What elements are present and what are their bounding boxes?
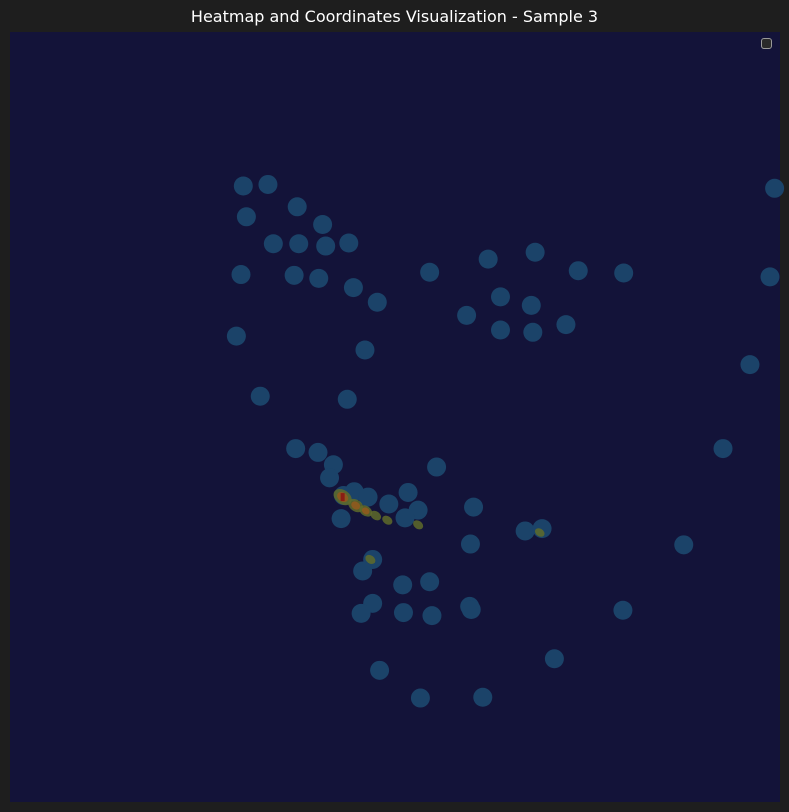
heat-blob xyxy=(355,340,375,360)
heat-blob xyxy=(320,468,340,488)
chart-title: Heatmap and Coordinates Visualization - … xyxy=(190,7,599,26)
heat-blob xyxy=(521,295,541,315)
heat-blob xyxy=(765,178,785,198)
heat-blob xyxy=(398,482,418,502)
heat-blob xyxy=(309,268,329,288)
heat-blob xyxy=(231,265,251,285)
heat-blob xyxy=(457,305,477,325)
heat-blob xyxy=(614,263,634,283)
heat-blob xyxy=(353,561,373,581)
heat-blob xyxy=(308,442,328,462)
heatmap-background xyxy=(10,32,780,802)
heat-blob xyxy=(674,535,694,555)
heat-blob xyxy=(250,386,270,406)
heat-blob xyxy=(284,265,304,285)
heat-blob xyxy=(544,649,564,669)
heat-blob xyxy=(740,355,760,375)
heat-blob xyxy=(358,487,378,507)
heat-hotspot-core xyxy=(361,507,370,515)
heat-blob xyxy=(258,174,278,194)
heat-blob xyxy=(379,494,399,514)
hotspot-layer xyxy=(333,488,545,564)
heat-blob xyxy=(287,197,307,217)
heat-blob xyxy=(427,457,447,477)
heat-blob xyxy=(370,660,390,680)
legend xyxy=(761,38,772,49)
heat-hotspot-peak xyxy=(340,493,345,502)
heat-blob xyxy=(568,261,588,281)
heat-blob xyxy=(478,249,498,269)
heat-blob xyxy=(473,687,493,707)
heat-blob xyxy=(236,207,256,227)
heat-hotspot xyxy=(370,510,382,521)
heat-blob xyxy=(422,606,442,626)
heat-blob xyxy=(351,603,371,623)
heat-blob xyxy=(420,262,440,282)
heat-blob xyxy=(760,267,780,287)
heat-blob xyxy=(313,215,333,234)
heat-hotspot xyxy=(382,515,393,525)
heat-blob xyxy=(395,508,415,528)
heat-blob xyxy=(393,575,413,595)
blob-layer xyxy=(226,174,785,708)
heat-blob xyxy=(410,688,430,708)
heat-hotspot-core xyxy=(351,501,361,510)
heat-blob xyxy=(613,600,633,620)
heat-blob xyxy=(713,439,733,459)
heat-blob xyxy=(523,322,543,342)
heat-blob xyxy=(525,242,545,262)
heat-hotspot xyxy=(413,520,424,530)
heat-hotspot xyxy=(534,528,545,537)
heat-blob xyxy=(460,534,480,554)
heat-blob xyxy=(556,315,576,335)
heat-blob xyxy=(339,233,359,253)
heat-blob xyxy=(343,278,363,298)
heat-blob xyxy=(420,572,440,592)
heat-blob xyxy=(331,509,351,529)
heat-blob xyxy=(490,287,510,307)
heat-blob xyxy=(490,320,510,340)
heat-blob xyxy=(316,236,336,256)
heat-blob xyxy=(286,439,306,459)
heat-blob xyxy=(337,389,357,409)
heat-blob xyxy=(226,326,246,346)
heat-blob xyxy=(289,234,309,254)
heat-blob xyxy=(461,600,481,619)
heat-blob xyxy=(233,176,253,196)
heat-hotspot xyxy=(365,554,376,564)
heat-blob xyxy=(367,292,387,312)
heat-blob xyxy=(464,497,484,517)
heat-blob xyxy=(393,603,413,623)
heat-blob xyxy=(515,521,535,541)
heat-blob xyxy=(263,234,283,254)
